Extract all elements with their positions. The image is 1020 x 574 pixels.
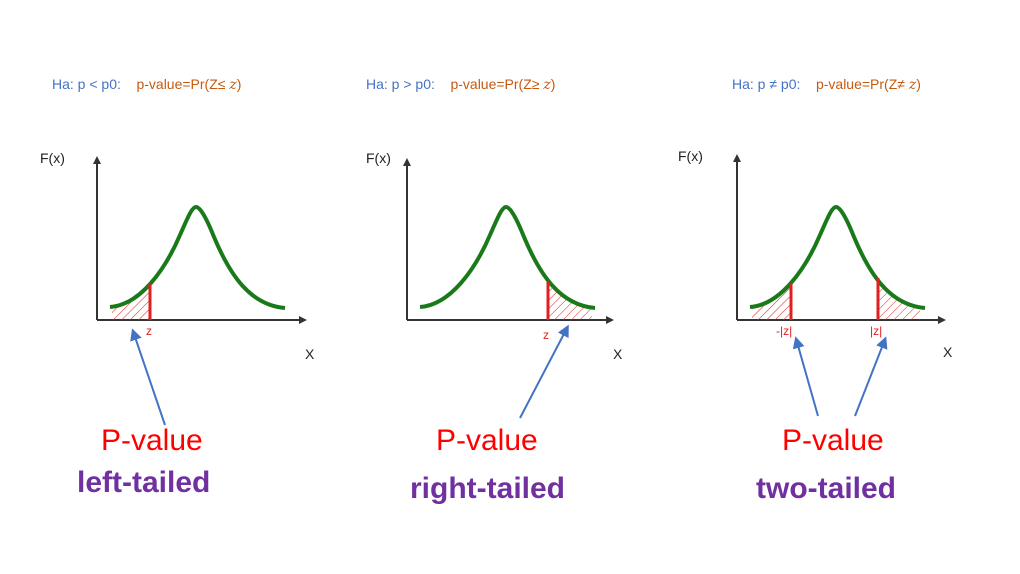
x-axis-label: X [305,346,315,362]
normal-curve [749,204,926,310]
y-axis-label: F(x) [678,148,703,164]
hypothesis-two: Ha: p ≠ p0: p-value=Pr(Z≠ z) [732,76,921,93]
x-axis-label: X [943,344,953,360]
tail-label: left-tailed [77,466,211,499]
pvalue-formula: p-value=Pr(Z≥ z) [450,76,556,93]
y-axis-label: F(x) [366,150,391,166]
x-axis-label: X [613,346,623,362]
pvalue-formula: p-value=Pr(Z≤ z) [136,76,242,93]
right-tailed-plot [403,158,614,419]
tail-label: two-tailed [756,472,896,505]
hypothesis-left: Ha: p < p0: p-value=Pr(Z≤ z) [52,76,241,93]
neg-z-label: -|z| [776,324,793,338]
pvalue-formula: p-value=Pr(Z≠ z) [815,76,921,93]
pvalue-arrow [130,328,166,426]
pvalue-label: P-value [436,424,538,457]
pvalue-arrow-left [792,336,819,417]
z-label: z [543,328,549,342]
ha-text: Ha: p > p0: [366,76,435,92]
hypothesis-right: Ha: p > p0: p-value=Pr(Z≥ z) [366,76,555,93]
normal-curve [419,204,596,310]
pvalue-label: P-value [101,424,203,457]
two-tailed-plot [733,154,946,417]
z-label: z [146,324,152,338]
pvalue-arrow-right [854,336,888,417]
left-tailed-plot [93,156,307,426]
tail-label: right-tailed [410,472,565,505]
normal-curve [109,204,286,310]
ha-text: Ha: p ≠ p0: [732,76,801,92]
pvalue-arrow [519,324,569,419]
y-axis-label: F(x) [40,150,65,166]
pvalue-label: P-value [782,424,884,457]
pos-z-label: |z| [870,324,883,338]
ha-text: Ha: p < p0: [52,76,121,92]
